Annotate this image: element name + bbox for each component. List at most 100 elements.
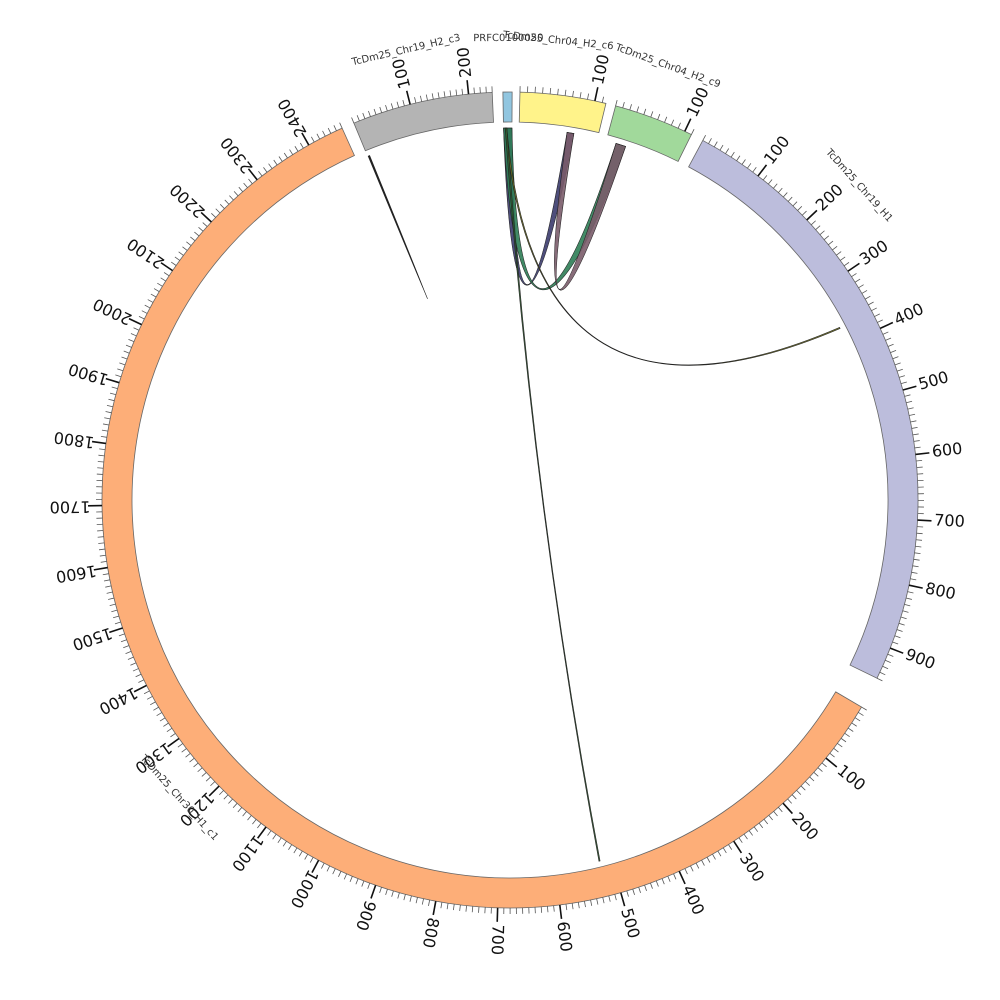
minor-tick	[403, 894, 406, 901]
minor-tick	[420, 95, 423, 102]
minor-tick	[638, 887, 641, 893]
minor-tick	[177, 743, 183, 748]
tick-label: 1800	[53, 428, 96, 452]
link-3	[504, 127, 841, 366]
minor-tick	[440, 902, 443, 909]
minor-tick	[111, 386, 118, 390]
minor-tick	[242, 811, 247, 817]
minor-tick	[629, 104, 632, 111]
major-tick	[311, 859, 320, 874]
minor-tick	[690, 865, 694, 872]
major-tick	[678, 870, 686, 885]
minor-tick	[174, 256, 180, 261]
minor-tick	[885, 337, 892, 341]
major-tick	[684, 118, 692, 132]
minor-tick	[343, 873, 347, 880]
ticks-tcdm25-chr19-h2-c3	[351, 80, 493, 124]
minor-tick	[874, 313, 880, 317]
minor-tick	[636, 106, 640, 113]
minor-tick	[713, 141, 718, 148]
minor-tick	[166, 727, 173, 732]
tick-label: 500	[617, 906, 644, 941]
minor-tick	[547, 906, 549, 913]
major-tick	[109, 627, 123, 634]
major-tick	[806, 209, 818, 221]
minor-tick	[717, 850, 722, 857]
minor-tick	[367, 882, 371, 889]
minor-tick	[712, 854, 716, 860]
minor-tick	[877, 319, 883, 323]
minor-tick	[414, 97, 417, 104]
tick-label: 500	[916, 367, 951, 394]
minor-tick	[584, 901, 586, 908]
minor-tick	[289, 149, 294, 155]
tick-label: 2000	[90, 294, 135, 329]
minor-tick	[702, 134, 706, 141]
segment-tcdm25-chr30-h1-c1	[101, 127, 863, 909]
minor-tick	[373, 108, 377, 115]
minor-tick	[911, 426, 918, 429]
minor-tick	[907, 407, 914, 410]
minor-tick	[282, 841, 287, 847]
minor-tick	[278, 156, 283, 162]
tick-label: 2100	[123, 234, 167, 273]
minor-tick	[728, 844, 733, 850]
minor-tick	[224, 199, 230, 205]
minor-tick	[571, 903, 574, 910]
ticks-tcdm25-chr04-h2-c9	[615, 100, 695, 135]
tick-label: 2300	[216, 133, 256, 177]
minor-tick	[915, 545, 922, 548]
minor-tick	[907, 591, 914, 594]
major-tick	[200, 211, 212, 223]
minor-tick	[298, 850, 303, 857]
minor-tick	[146, 696, 153, 700]
minor-tick	[572, 90, 574, 97]
ticks-tcdm25-chr30-h1-c1	[88, 122, 867, 922]
minor-tick	[120, 639, 127, 643]
minor-tick	[871, 307, 877, 312]
minor-tick	[911, 571, 918, 574]
minor-tick	[272, 834, 277, 840]
minor-tick	[153, 288, 160, 292]
minor-tick	[322, 130, 326, 137]
minor-tick	[664, 116, 668, 123]
minor-tick	[858, 712, 864, 716]
minor-tick	[643, 108, 647, 115]
minor-tick	[105, 411, 112, 414]
minor-tick	[882, 331, 889, 335]
minor-tick	[817, 767, 823, 772]
minor-tick	[904, 394, 911, 397]
tick-label: 400	[891, 299, 927, 329]
minor-tick	[326, 865, 331, 872]
major-tick	[594, 87, 599, 102]
minor-tick	[379, 106, 383, 113]
major-tick	[208, 785, 220, 797]
minor-tick	[186, 241, 192, 246]
minor-tick	[210, 781, 216, 787]
tick-label: 2400	[274, 95, 311, 140]
minor-tick	[677, 122, 681, 129]
minor-tick	[890, 350, 897, 353]
minor-tick	[753, 826, 759, 832]
minor-tick	[655, 880, 659, 887]
minor-tick	[193, 762, 199, 768]
major-tick	[91, 440, 107, 445]
minor-tick	[801, 210, 807, 216]
tick-label: 100	[760, 132, 794, 168]
minor-tick	[130, 333, 137, 337]
major-tick	[782, 802, 793, 815]
minor-tick	[277, 837, 282, 844]
minor-tick	[614, 894, 617, 901]
minor-tick	[267, 830, 272, 836]
minor-tick	[916, 460, 923, 462]
minor-tick	[747, 163, 752, 169]
minor-tick	[549, 87, 552, 95]
minor-tick	[782, 192, 788, 198]
minor-tick	[854, 717, 861, 722]
minor-tick	[263, 167, 268, 173]
minor-tick	[327, 127, 332, 134]
minor-tick	[916, 539, 923, 541]
link-4	[504, 127, 601, 862]
tick-label: 400	[678, 882, 708, 918]
minor-tick	[300, 142, 304, 149]
